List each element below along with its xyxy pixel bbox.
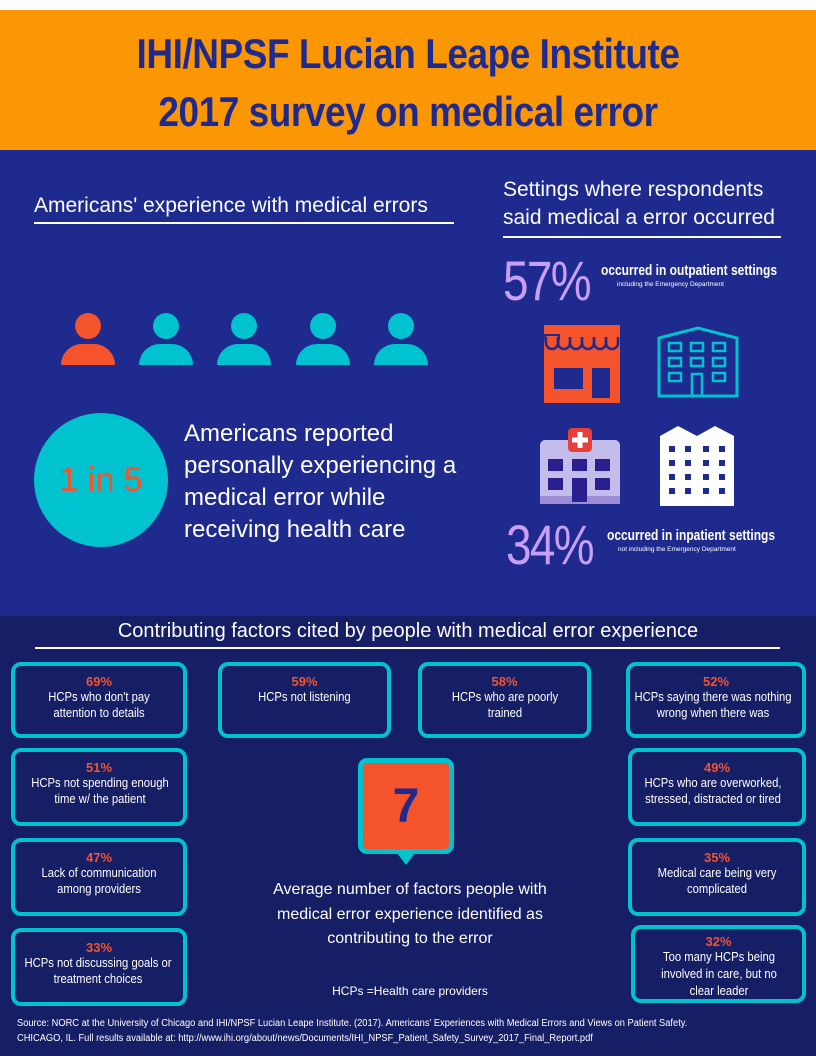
factor-text: HCPs who are poorly trained [451, 690, 558, 720]
ratio-value: 1 in 5 [59, 460, 143, 499]
factor-card: 52% HCPs saying there was nothing wrong … [626, 662, 806, 738]
factor-card: 69% HCPs who don't pay attention to deta… [11, 662, 187, 738]
experience-title-rule [34, 222, 454, 224]
factors-title-rule [35, 647, 780, 649]
ratio-circle: 1 in 5 [34, 413, 168, 547]
person-icon [296, 313, 350, 365]
average-factors-badge: 7 [358, 758, 454, 854]
factor-card: 33% HCPs not discussing goals or treatme… [11, 928, 187, 1006]
header-banner [0, 10, 816, 150]
experience-section [0, 150, 816, 616]
inpatient-pct: 34% [506, 513, 595, 576]
factor-text: HCPs who don't pay attention to details [48, 690, 150, 720]
factor-text: Medical care being very complicated [657, 866, 777, 896]
factor-card: 35% Medical care being very complicated [628, 838, 806, 916]
storefront-icon [543, 325, 620, 403]
factor-pct: 35% [703, 850, 731, 865]
factor-pct: 59% [291, 674, 318, 689]
factor-text: HCPs saying there was nothing wrong when… [634, 690, 792, 720]
outpatient-label: occurred in outpatient settings [601, 262, 778, 279]
average-factors-value: 7 [392, 779, 420, 833]
factor-text: HCPs not discussing goals or treatment c… [24, 956, 172, 986]
factor-card: 47% Lack of communication among provider… [11, 838, 187, 916]
apartment-building-icon [660, 426, 734, 506]
settings-title-rule [503, 236, 781, 238]
hospital-icon [540, 428, 620, 504]
factor-text: HCPs not listening [258, 690, 351, 704]
badge-pointer [397, 853, 415, 865]
inpatient-sublabel: not including the Emergency Department [618, 546, 736, 553]
factor-card: 58% HCPs who are poorly trained [418, 662, 591, 738]
page-title-line2: 2017 survey on medical error [158, 88, 658, 135]
factor-pct: 33% [85, 940, 113, 955]
settings-title-line1: Settings where respondents [503, 178, 764, 201]
average-factors-text: Average number of factors people with me… [273, 881, 547, 947]
factor-card: 49% HCPs who are overworked, stressed, d… [628, 748, 806, 826]
factor-text: HCPs not spending enough time w/ the pat… [31, 776, 169, 806]
person-icon-highlighted [61, 313, 115, 365]
factor-card: 51% HCPs not spending enough time w/ the… [11, 748, 187, 826]
factor-card: 59% HCPs not listening [218, 662, 391, 738]
factor-pct: 58% [491, 674, 518, 689]
outpatient-sublabel: including the Emergency Department [617, 281, 724, 288]
factor-pct: 69% [85, 674, 113, 689]
factor-pct: 51% [85, 760, 113, 775]
source-citation: Source: NORC at the University of Chicag… [17, 1016, 752, 1046]
person-icon [217, 313, 271, 365]
person-icon [139, 313, 193, 365]
source-line1: Source: NORC at the University of Chicag… [17, 1018, 688, 1029]
page-title-line1: IHI/NPSF Lucian Leape Institute [136, 30, 680, 77]
factor-pct: 52% [702, 674, 730, 689]
factor-pct: 49% [703, 760, 731, 775]
factor-text: Too many HCPs being involved in care, bu… [660, 950, 777, 998]
office-building-icon [657, 326, 739, 398]
abbreviation-note: HCPs =Health care providers [332, 984, 488, 998]
experience-title: Americans' experience with medical error… [34, 194, 428, 217]
person-icon [374, 313, 428, 365]
factors-title: Contributing factors cited by people wit… [117, 620, 699, 642]
settings-title-line2: said medical a error occurred [503, 206, 775, 229]
experience-statement: Americans reported personally experienci… [184, 420, 457, 543]
inpatient-label: occurred in inpatient settings [607, 527, 776, 544]
factor-pct: 47% [85, 850, 113, 865]
factor-pct: 32% [705, 934, 732, 949]
outpatient-pct: 57% [503, 249, 592, 312]
factor-text: Lack of communication among providers [41, 866, 157, 896]
factor-text: HCPs who are overworked, stressed, distr… [644, 776, 782, 806]
factor-card: 32% Too many HCPs being involved in care… [631, 925, 806, 1003]
source-line2: CHICAGO, IL. Full results available at: … [17, 1033, 593, 1044]
